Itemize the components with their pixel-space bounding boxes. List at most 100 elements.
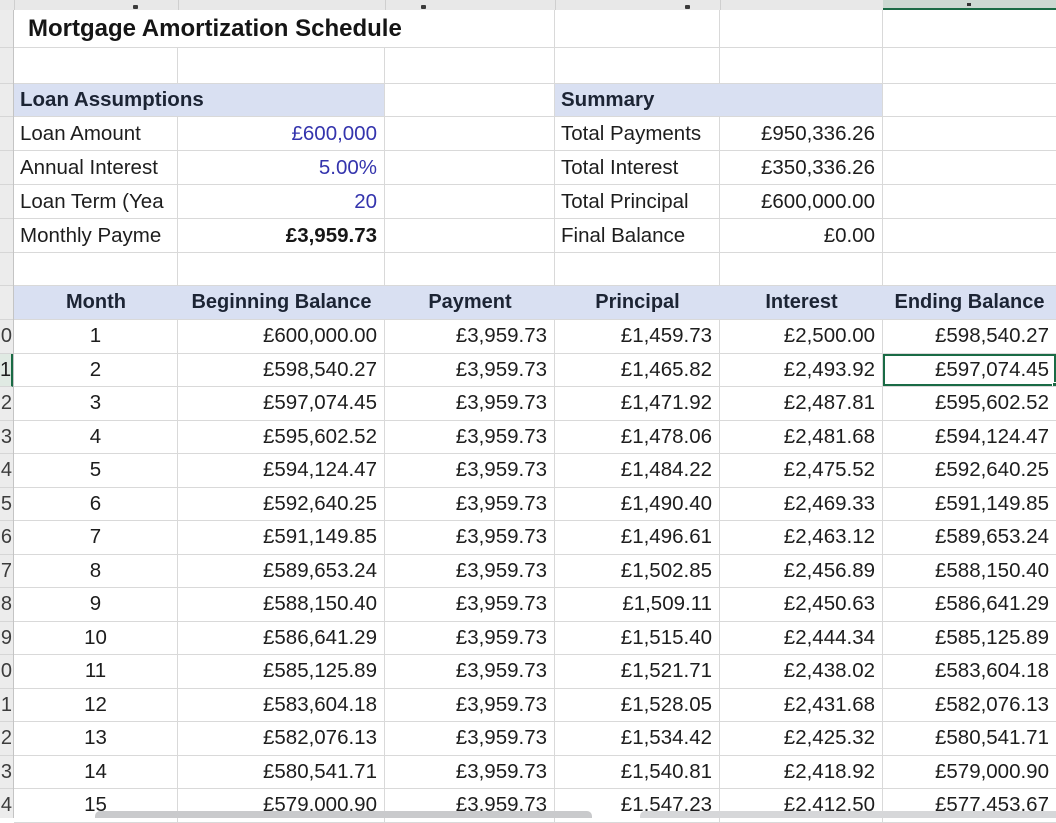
ending-balance-cell[interactable]: £583,604.18 (934, 659, 1049, 683)
header-beginning-balance[interactable]: Beginning Balance (191, 291, 372, 313)
total-principal-value[interactable]: £600,000.00 (720, 185, 883, 218)
header-ending-balance[interactable]: Ending Balance (894, 291, 1045, 313)
principal-cell[interactable]: £1,478.06 (555, 420, 720, 453)
month-cell[interactable]: 7 (14, 521, 178, 554)
ending-balance-cell[interactable]: £588,150.40 (934, 558, 1049, 582)
annual-interest-value[interactable]: 5.00% (178, 151, 385, 184)
payment-cell[interactable]: £3,959.73 (385, 387, 555, 420)
ending-balance-cell[interactable]: £580,541.71 (934, 726, 1049, 750)
principal-cell[interactable]: £1,509.11 (555, 588, 720, 621)
annual-interest-label[interactable]: Annual Interest (14, 151, 178, 184)
total-principal-label[interactable]: Total Principal (555, 185, 720, 218)
month-cell[interactable]: 2 (14, 353, 178, 386)
interest-cell[interactable]: £2,431.68 (720, 688, 883, 721)
payment-cell[interactable]: £3,959.73 (385, 688, 555, 721)
beginning-balance-cell[interactable]: £589,653.24 (178, 554, 385, 587)
interest-cell[interactable]: £2,450.63 (720, 588, 883, 621)
row-header[interactable] (0, 185, 13, 219)
beginning-balance-cell[interactable]: £588,150.40 (178, 588, 385, 621)
ending-balance-cell[interactable]: £598,540.27 (934, 324, 1049, 348)
payment-cell[interactable]: £3,959.73 (385, 655, 555, 688)
principal-cell[interactable]: £1,540.81 (555, 755, 720, 788)
ending-balance-cell[interactable]: £591,149.85 (934, 491, 1049, 515)
ending-balance-cell[interactable]: £589,653.24 (934, 525, 1049, 549)
month-cell[interactable]: 13 (14, 722, 178, 755)
selected-column-header[interactable] (883, 0, 1056, 10)
empty-cell[interactable] (385, 117, 555, 150)
row-header[interactable] (0, 286, 13, 320)
interest-cell[interactable]: £2,475.52 (720, 454, 883, 487)
ending-balance-cell[interactable]: £577,453.67 (934, 793, 1049, 817)
interest-cell[interactable]: £2,463.12 (720, 521, 883, 554)
row-header[interactable] (0, 151, 13, 185)
header-interest[interactable]: Interest (765, 291, 838, 313)
row-header[interactable]: 2 (0, 387, 13, 421)
empty-cell[interactable] (14, 48, 178, 83)
payment-cell[interactable]: £3,959.73 (385, 487, 555, 520)
loan-term-value[interactable]: 20 (178, 185, 385, 218)
principal-cell[interactable]: £1,484.22 (555, 454, 720, 487)
row-header[interactable]: 3 (0, 756, 13, 789)
month-cell[interactable]: 12 (14, 688, 178, 721)
row-header[interactable]: 5 (0, 488, 13, 521)
month-cell[interactable]: 14 (14, 755, 178, 788)
beginning-balance-cell[interactable]: £580,541.71 (178, 755, 385, 788)
beginning-balance-cell[interactable]: £600,000.00 (178, 320, 385, 353)
payment-cell[interactable]: £3,959.73 (385, 789, 555, 822)
beginning-balance-cell[interactable]: £595,602.52 (178, 420, 385, 453)
payment-cell[interactable]: £3,959.73 (385, 554, 555, 587)
principal-cell[interactable]: £1,471.92 (555, 387, 720, 420)
row-header[interactable] (0, 10, 13, 48)
empty-cell[interactable] (385, 219, 555, 252)
payment-cell[interactable]: £3,959.73 (385, 320, 555, 353)
month-cell[interactable]: 1 (14, 320, 178, 353)
month-cell[interactable]: 6 (14, 487, 178, 520)
beginning-balance-cell[interactable]: £591,149.85 (178, 521, 385, 554)
interest-cell[interactable]: £2,412.50 (720, 789, 883, 822)
month-cell[interactable]: 5 (14, 454, 178, 487)
monthly-payment-value[interactable]: £3,959.73 (178, 219, 385, 252)
ending-balance-cell[interactable]: £585,125.89 (934, 625, 1049, 649)
empty-cell[interactable] (883, 117, 1056, 150)
payment-cell[interactable]: £3,959.73 (385, 722, 555, 755)
beginning-balance-cell[interactable]: £579,000.90 (178, 789, 385, 822)
interest-cell[interactable]: £2,493.92 (720, 353, 883, 386)
empty-cell[interactable] (14, 253, 178, 285)
row-header[interactable]: 0 (0, 655, 13, 689)
payment-cell[interactable]: £3,959.73 (385, 588, 555, 621)
row-header[interactable]: 7 (0, 555, 13, 588)
interest-cell[interactable]: £2,425.32 (720, 722, 883, 755)
interest-cell[interactable]: £2,487.81 (720, 387, 883, 420)
ending-balance-cell[interactable]: £579,000.90 (934, 759, 1049, 783)
row-header[interactable]: 1 (0, 353, 13, 387)
interest-cell[interactable]: £2,456.89 (720, 554, 883, 587)
principal-cell[interactable]: £1,502.85 (555, 554, 720, 587)
principal-cell[interactable]: £1,528.05 (555, 688, 720, 721)
beginning-balance-cell[interactable]: £597,074.45 (178, 387, 385, 420)
empty-cell[interactable] (883, 219, 1056, 252)
row-header[interactable]: 4 (0, 789, 13, 818)
month-cell[interactable]: 8 (14, 554, 178, 587)
empty-cell[interactable] (385, 253, 555, 285)
payment-cell[interactable]: £3,959.73 (385, 521, 555, 554)
loan-term-label[interactable]: Loan Term (Yea (14, 185, 178, 218)
principal-cell[interactable]: £1,515.40 (555, 621, 720, 654)
empty-cell[interactable] (720, 10, 883, 47)
interest-cell[interactable]: £2,481.68 (720, 420, 883, 453)
empty-cell[interactable] (883, 151, 1056, 184)
sheet-title-cell[interactable]: Mortgage Amortization Schedule (14, 10, 555, 47)
empty-cell[interactable] (178, 253, 385, 285)
beginning-balance-cell[interactable]: £582,076.13 (178, 722, 385, 755)
payment-cell[interactable]: £3,959.73 (385, 420, 555, 453)
empty-cell[interactable] (555, 10, 720, 47)
payment-cell[interactable]: £3,959.73 (385, 621, 555, 654)
loan-assumptions-header[interactable]: Loan Assumptions (14, 84, 385, 116)
empty-cell[interactable] (720, 48, 883, 83)
total-interest-value[interactable]: £350,336.26 (720, 151, 883, 184)
principal-cell[interactable]: £1,496.61 (555, 521, 720, 554)
payment-cell[interactable]: £3,959.73 (385, 353, 555, 386)
empty-cell[interactable] (883, 185, 1056, 218)
row-header[interactable]: 3 (0, 421, 13, 454)
month-cell[interactable]: 9 (14, 588, 178, 621)
